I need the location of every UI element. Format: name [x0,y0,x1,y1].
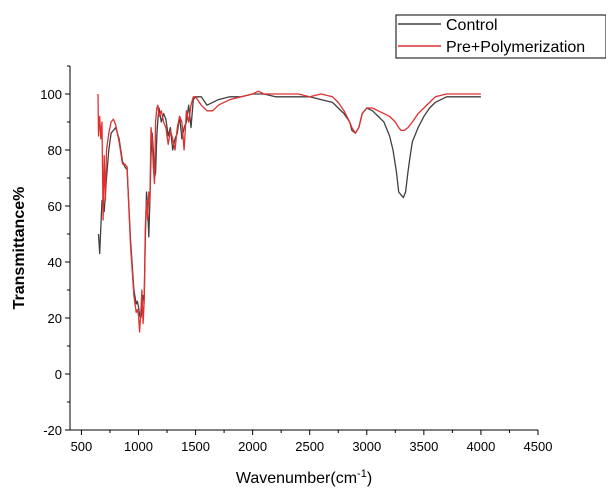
x-axis-title-sup: -1 [357,468,367,480]
legend-box [395,14,606,59]
y-tick-label: 40 [48,255,62,270]
y-tick-label: -20 [43,423,62,438]
x-tick-label: 2500 [295,439,324,454]
x-tick-label: 3000 [352,439,381,454]
x-axis-title-main: Wavenumber(cm [236,470,357,487]
x-tick-label: 2000 [238,439,267,454]
y-tick-label: 60 [48,199,62,214]
legend-label-control: Control [446,17,498,34]
x-axis-title: Wavenumber(cm-1) [236,468,372,487]
y-tick-label: 100 [40,87,62,102]
x-tick-label: 500 [71,439,93,454]
series-line-pre-polymerization [97,90,481,333]
y-tick-label: 80 [48,143,62,158]
x-axis-title-tail: ) [367,470,372,487]
y-axis-title: Transmittance% [11,187,28,310]
x-ticks: 500 1000 1500 2000 2500 3000 3500 4000 4500 [71,430,553,454]
x-tick-label: 3500 [409,439,438,454]
y-tick-label: 20 [48,311,62,326]
series-lines [97,90,481,333]
x-tick-label: 4000 [466,439,495,454]
y-ticks: -20 0 20 40 60 80 100 [40,65,70,438]
legend-label-pre-polymerization: Pre+Polymerization [446,39,585,56]
y-tick-label: 0 [55,367,62,382]
x-tick-label: 4500 [524,439,553,454]
x-tick-label: 1000 [124,439,153,454]
legend: Control Pre+Polymerization [395,14,606,59]
x-tick-label: 1500 [181,439,210,454]
plot-area: 500 1000 1500 2000 2500 3000 3500 4000 4500 -20 0… [40,65,553,454]
